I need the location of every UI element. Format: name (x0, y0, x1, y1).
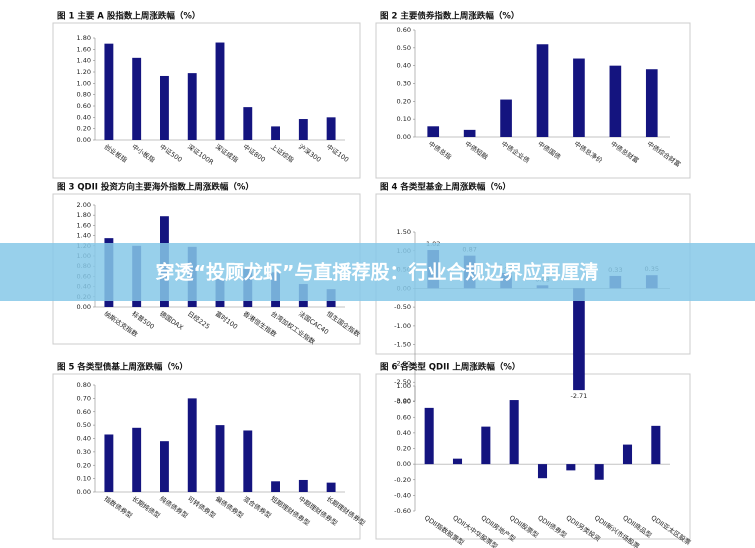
y-tick-label: 1.20 (77, 68, 91, 76)
bar (500, 99, 512, 137)
y-tick-label: 0.70 (77, 394, 91, 402)
y-tick-label: 1.50 (397, 228, 411, 236)
bar (104, 434, 114, 492)
y-tick-label: -2.00 (394, 359, 411, 367)
y-tick-label: -0.20 (394, 476, 411, 484)
y-tick-label: 1.40 (77, 232, 91, 240)
y-tick-label: 0.00 (397, 133, 411, 141)
y-tick-label: 0.30 (397, 80, 411, 88)
y-tick-label: 0.40 (77, 113, 91, 121)
y-tick-label: -0.50 (394, 303, 411, 311)
bar (160, 441, 169, 492)
y-tick-label: 1.40 (77, 57, 91, 65)
y-tick-label: 0.00 (397, 460, 411, 468)
bar (509, 400, 519, 465)
y-tick-label: 0.40 (397, 62, 411, 70)
bar (160, 75, 169, 140)
bar (326, 117, 336, 140)
bar (536, 44, 549, 138)
bar (271, 126, 280, 140)
bar (573, 288, 585, 391)
bar (215, 425, 225, 492)
bar (187, 73, 197, 140)
bar (537, 464, 548, 479)
y-tick-label: 1.60 (77, 221, 91, 229)
y-tick-label: 1.80 (77, 34, 91, 42)
bar (326, 482, 336, 492)
y-tick-label: 0.20 (397, 445, 411, 453)
y-tick-label: 0.20 (77, 125, 91, 133)
y-tick-label: -3.00 (394, 397, 411, 405)
y-tick-label: 0.60 (397, 413, 411, 421)
y-tick-label: 0.60 (77, 408, 91, 416)
chart-title: 图 6 各类型 QDII 上周涨跌幅（%） (380, 362, 520, 373)
data-label: -2.71 (571, 392, 588, 400)
y-tick-label: 0.80 (77, 91, 91, 99)
bar (481, 426, 491, 465)
y-tick-label: 0.00 (77, 488, 91, 496)
bar (424, 407, 434, 465)
panel-frame (52, 373, 361, 540)
y-tick-label: 1.00 (397, 382, 411, 390)
bar (132, 427, 142, 492)
y-tick-label: 1.80 (77, 211, 91, 219)
y-tick-label: 0.10 (77, 475, 91, 483)
bar (622, 444, 633, 465)
bar (298, 479, 308, 492)
chart-title: 图 5 各类型债基上周涨跌幅（%） (57, 362, 188, 373)
panel-frame (52, 22, 361, 179)
bar (566, 464, 576, 471)
banner-text: 穿透“投顾龙虾”与直播荐股：行业合规边界应再厘清 (156, 261, 599, 284)
bar (243, 107, 253, 140)
chart-title: 图 4 各类型基金上周涨跌幅（%） (380, 182, 511, 193)
panel-frame (375, 373, 691, 540)
bar (271, 481, 280, 492)
y-tick-label: 0.00 (77, 136, 91, 144)
y-tick-label: 0.00 (77, 303, 91, 311)
y-tick-label: 0.50 (77, 421, 91, 429)
y-tick-label: -2.50 (394, 378, 411, 386)
y-tick-label: 2.00 (77, 201, 91, 209)
chart-title: 图 3 QDII 投资方向主要海外指数上周涨跌幅（%） (57, 182, 254, 193)
bar (452, 458, 463, 465)
y-tick-label: -1.50 (394, 341, 411, 349)
y-tick-label: 0.50 (397, 44, 411, 52)
bar (298, 119, 308, 140)
chart-title: 图 2 主要债券指数上周涨跌幅（%） (380, 11, 519, 22)
y-tick-label: 0.40 (77, 435, 91, 443)
y-tick-label: 0.10 (397, 115, 411, 123)
banner (0, 243, 755, 301)
bar (645, 69, 658, 137)
y-tick-label: 0.40 (397, 429, 411, 437)
bar (463, 129, 476, 137)
y-tick-label: 0.20 (77, 461, 91, 469)
y-tick-label: 0.20 (397, 97, 411, 105)
chart-title: 图 1 主要 A 股指数上周涨跌幅（%） (57, 11, 200, 22)
y-tick-label: -0.40 (394, 491, 411, 499)
y-tick-label: 1.00 (77, 79, 91, 87)
panel-frame (375, 22, 691, 179)
y-tick-label: -1.00 (394, 322, 411, 330)
bar (594, 464, 604, 480)
y-tick-label: 0.80 (77, 381, 91, 389)
y-tick-label: -0.60 (394, 507, 411, 515)
y-tick-label: 0.60 (397, 26, 411, 34)
bar (427, 126, 440, 137)
y-tick-label: 0.30 (77, 448, 91, 456)
bar (573, 58, 585, 137)
y-tick-label: 0.80 (397, 398, 411, 406)
bar (215, 42, 225, 140)
bar (243, 430, 253, 492)
y-tick-label: 1.60 (77, 45, 91, 53)
bar (132, 57, 142, 141)
bar (104, 43, 114, 140)
y-tick-label: 0.60 (77, 102, 91, 110)
bar (651, 425, 661, 465)
bar (187, 398, 197, 492)
bar (609, 65, 622, 137)
